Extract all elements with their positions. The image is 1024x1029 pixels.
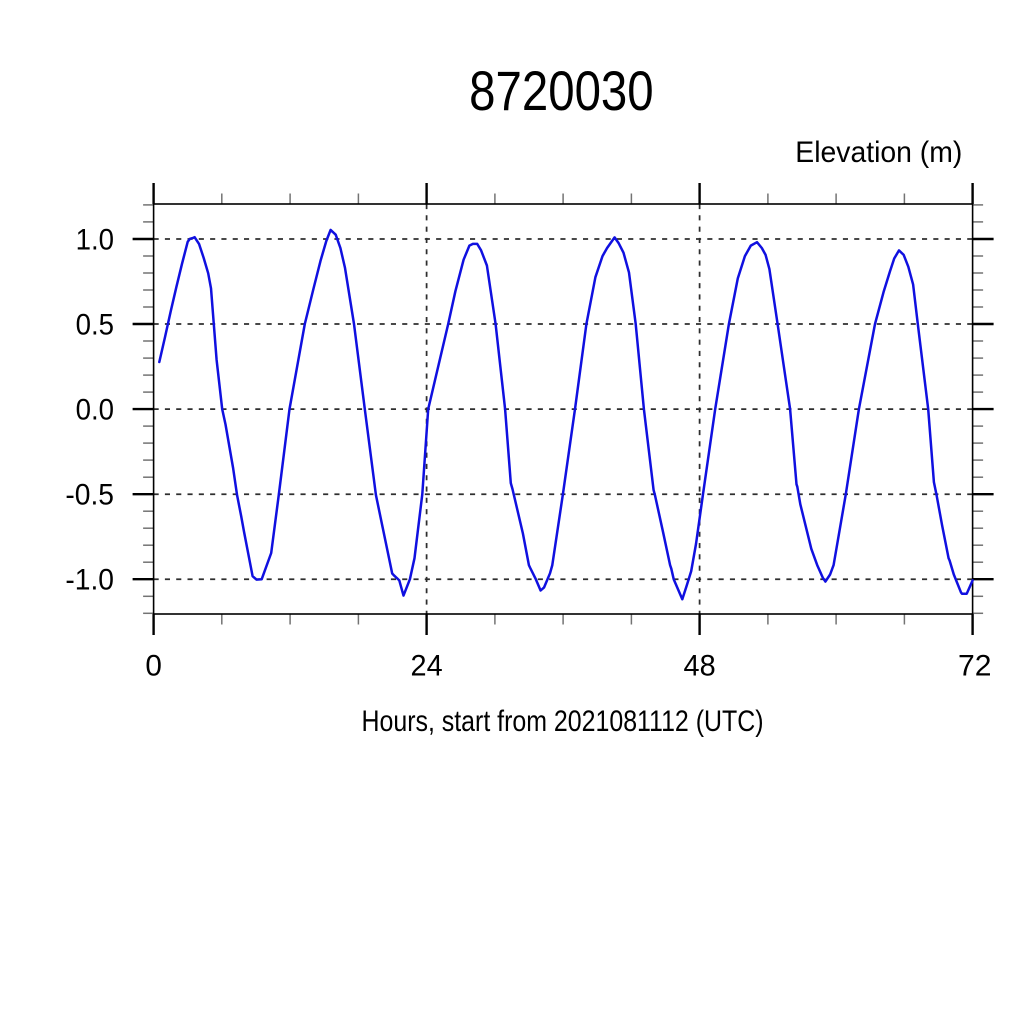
svg-text:Elevation (m): Elevation (m) xyxy=(795,136,962,169)
svg-text:8720030: 8720030 xyxy=(469,59,654,122)
svg-text:Hours, start from 2021081112 (: Hours, start from 2021081112 (UTC) xyxy=(362,705,764,738)
svg-text:-1.0: -1.0 xyxy=(65,564,114,597)
svg-text:48: 48 xyxy=(684,649,716,682)
svg-text:24: 24 xyxy=(411,649,443,682)
svg-text:0.5: 0.5 xyxy=(76,308,114,341)
svg-text:0: 0 xyxy=(145,649,162,682)
svg-text:1.0: 1.0 xyxy=(76,223,114,256)
svg-text:72: 72 xyxy=(958,649,992,682)
svg-text:0.0: 0.0 xyxy=(76,394,114,427)
svg-text:-0.5: -0.5 xyxy=(65,479,114,512)
